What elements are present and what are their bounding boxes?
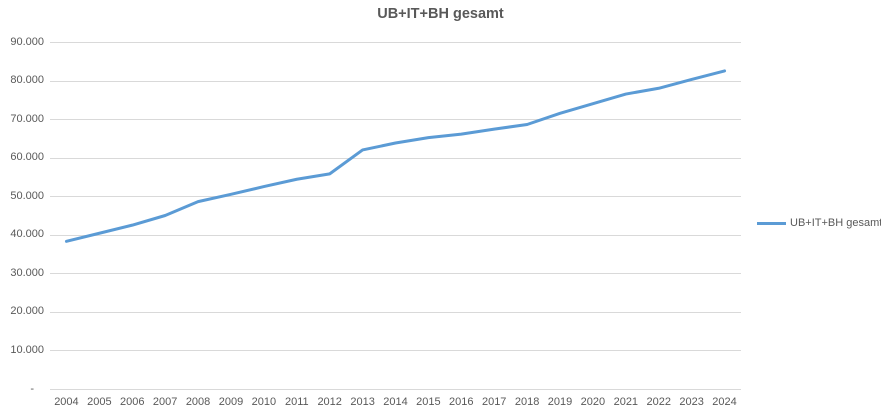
x-axis-tick-label: 2016 [449, 396, 474, 408]
x-axis-tick-label: 2021 [613, 396, 639, 408]
x-axis-tick-label: 2008 [185, 396, 211, 408]
gridline [50, 80, 741, 82]
series-line-ub-it-bh-gesamt [64, 69, 727, 243]
x-axis-tick-label: 2024 [712, 396, 737, 408]
gridline [50, 350, 741, 352]
y-axis-tick-label: 90.000 [10, 35, 44, 48]
y-axis-tick-label: 50.000 [10, 189, 44, 202]
x-axis-tick-label: 2004 [54, 396, 79, 408]
gridline [50, 196, 741, 198]
x-axis-tick-label: 2014 [383, 396, 408, 408]
x-axis-tick-label: 2020 [580, 396, 606, 408]
gridline [50, 42, 741, 43]
y-axis-tick-label: 40.000 [10, 228, 44, 241]
x-axis-tick-label: 2005 [87, 396, 112, 408]
x-axis-tick-label: 2022 [646, 396, 671, 408]
gridline [50, 119, 741, 121]
x-axis-tick-label: 2012 [317, 396, 342, 408]
legend-line-swatch [757, 221, 786, 225]
y-axis-tick-label: 80.000 [10, 74, 44, 87]
y-axis-tick-label: 70.000 [10, 112, 44, 125]
gridline [50, 234, 741, 236]
x-axis-tick-label: 2007 [152, 396, 178, 408]
x-axis-tick-label: 2015 [416, 396, 441, 408]
legend: UB+IT+BH gesamt [757, 217, 881, 229]
x-axis-tick-label: 2013 [350, 396, 375, 408]
gridline [50, 273, 741, 275]
x-axis-tick-label: 2011 [284, 396, 309, 408]
x-axis-tick-label: 2006 [120, 396, 145, 408]
y-axis-tick-label: - [30, 382, 34, 395]
gridline [50, 311, 741, 313]
y-axis-tick-label: 30.000 [10, 266, 44, 279]
y-axis-tick-label: 60.000 [10, 151, 44, 164]
y-axis-tick-label: 10.000 [10, 343, 44, 356]
x-axis-tick-label: 2017 [481, 396, 507, 408]
gridline [50, 389, 741, 390]
x-axis-tick-label: 2019 [547, 396, 573, 408]
x-axis-tick-label: 2010 [251, 396, 277, 408]
gridline [50, 157, 741, 159]
x-axis-tick-label: 2009 [218, 396, 244, 408]
y-axis-tick-label: 20.000 [10, 305, 44, 318]
chart-title: UB+IT+BH gesamt [377, 6, 504, 22]
legend-label: UB+IT+BH gesamt [790, 217, 881, 229]
x-axis-tick-label: 2023 [679, 396, 704, 408]
x-axis-tick-label: 2018 [514, 396, 540, 408]
